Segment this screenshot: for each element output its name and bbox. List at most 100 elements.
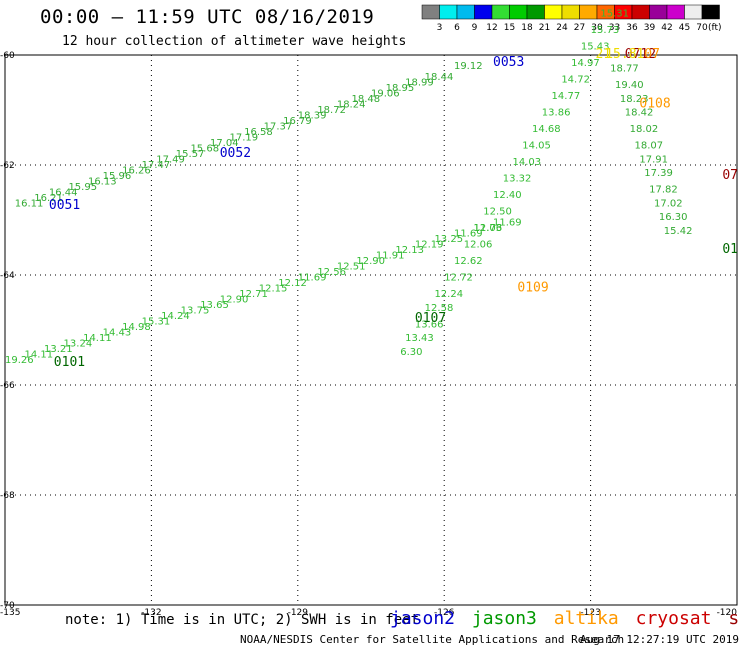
y-tick-label: -70 [0, 601, 15, 611]
legend-altika: altika [553, 608, 619, 629]
data-point-label: 18.44 [425, 72, 454, 83]
colorbar-label: 12 [486, 23, 497, 33]
data-point-label: 14.11 [83, 333, 112, 344]
colorbar-swatch [579, 4, 598, 20]
data-point-label: 16.21 [34, 193, 63, 204]
data-point-label: 13.21 [44, 344, 73, 355]
data-point-label: 14.68 [532, 124, 561, 135]
data-point-label: 12.56 [317, 267, 346, 278]
data-point-label: 13.25 [434, 234, 463, 245]
data-point-label: 18.24 [337, 99, 366, 110]
colorbar-swatch [684, 4, 703, 20]
data-point-label: 15.57 [176, 149, 205, 160]
y-tick-label: -62 [0, 161, 15, 171]
page-subtitle: 12 hour collection of altimeter wave hei… [62, 34, 407, 49]
pass-time-label: 07 [644, 47, 660, 62]
data-point-label: 12.24 [434, 289, 463, 300]
footer-note: note: 1) Time is in UTC; 2) SWH is in fe… [65, 612, 420, 628]
pass-time-label: 0052 [220, 146, 251, 161]
data-point-label: 17.47 [142, 160, 171, 171]
data-point-label: 14.05 [522, 141, 551, 152]
data-point-label: 13.66 [415, 319, 444, 330]
data-point-label: 13.65 [200, 300, 229, 311]
colorbar-label: 15 [504, 23, 515, 33]
data-point-label: 14.97 [571, 58, 600, 69]
footer-timestamp: Aug 17 12:27:19 UTC 2019 [580, 633, 739, 646]
colorbar-swatch [421, 4, 440, 20]
data-point-label: 17.39 [644, 168, 673, 179]
colorbar: 3 6 9 12 15 18 21 24 27 30 33 36 39 42 45 70 (ft) [421, 4, 722, 33]
data-point-label: 11.69 [454, 229, 483, 240]
data-point-label: 13.86 [542, 108, 571, 119]
data-point-label: 18.77 [610, 64, 639, 75]
pass-time-label: 0101 [54, 355, 85, 370]
pass-time-label: 0053 [493, 55, 524, 70]
data-point-label: 11.69 [298, 273, 327, 284]
data-point-label: 12.51 [337, 262, 366, 273]
data-point-label: 12.19 [415, 240, 444, 251]
x-tick-label: -129 [288, 608, 309, 618]
colorbar-label: 18 [521, 23, 533, 33]
data-point-label: 12.40 [493, 190, 522, 201]
data-point-label: 12.12 [278, 278, 307, 289]
data-point-label: 12.90 [220, 295, 249, 306]
data-point-label: 18.99 [405, 77, 434, 88]
data-point-label: 19.40 [615, 80, 644, 91]
data-point-label: 12.15 [259, 284, 288, 295]
pass-time-label: 07 [722, 168, 738, 183]
pass-time-label: 01 [722, 242, 738, 257]
data-point-label: 18.42 [625, 108, 654, 119]
data-point-label: 14.98 [122, 322, 151, 333]
data-point-label: 13.24 [64, 339, 93, 350]
axis-ticks: -135 -132 -129 -126 -123 -120 -60 -62 -64 -66 -68 -… [0, 51, 737, 618]
data-point-label: 19.12 [454, 61, 483, 72]
data-point-label: 18.72 [317, 105, 346, 116]
colorbar-swatch [631, 4, 650, 20]
colorbar-swatch [526, 4, 545, 20]
data-point-label: 15.68 [190, 143, 219, 154]
data-point-label: 16.26 [122, 165, 151, 176]
data-point-label: 14.43 [103, 328, 132, 339]
plot-frame [4, 54, 738, 606]
pass-time-label: 0712 [625, 47, 656, 62]
data-point-label: 14.24 [161, 311, 190, 322]
colorbar-label: 36 [626, 23, 638, 33]
x-tick-label: -132 [141, 608, 161, 618]
data-point-label: 17.37 [264, 121, 293, 132]
data-point-label: 16.79 [283, 116, 312, 127]
data-point-label: 15.95 [68, 182, 97, 193]
data-point-label: 12.13 [395, 245, 424, 256]
data-point-label: 12.72 [444, 273, 473, 284]
data-point-label: 18.95 [386, 83, 415, 94]
data-point-label: 15.96 [103, 171, 132, 182]
x-tick-label: -123 [580, 608, 600, 618]
x-tick-label: -126 [434, 608, 455, 618]
data-point-label: 18.02 [630, 124, 659, 135]
data-point-label: 14.11 [25, 350, 54, 361]
y-tick-label: -60 [0, 51, 15, 61]
footer-credit: NOAA/NESDIS Center for Satellite Applica… [240, 633, 625, 646]
legend-cryosat: cryosat [635, 608, 712, 629]
data-point-label: 15.43 [581, 42, 610, 53]
data-point-label: 18.23 [620, 94, 649, 105]
data-point-label: 14.03 [513, 157, 542, 168]
data-point-label: 15.75 [610, 0, 639, 3]
data-point-label: 11.76 [473, 223, 502, 234]
data-point-label: 17.19 [229, 132, 258, 143]
data-point-label: 12.06 [464, 240, 493, 251]
colorbar-label: 21 [539, 23, 550, 33]
data-point-label: 16.30 [659, 212, 688, 223]
data-point-label: 19.26 [5, 355, 34, 366]
data-point-label: 11.91 [376, 251, 405, 262]
pass-time-label: 0109 [517, 281, 548, 296]
data-point-label: 6.30 [400, 347, 422, 358]
pass-time-label: 15.81 [605, 47, 644, 62]
data-point-label: 12.58 [425, 303, 454, 314]
data-point-label: 16.13 [88, 176, 117, 187]
colorbar-swatch [649, 4, 668, 20]
colorbar-swatch [491, 4, 510, 20]
x-tick-label: -120 [717, 608, 738, 618]
data-point-label: 14.77 [552, 91, 581, 102]
colorbar-swatch [474, 4, 493, 20]
data-point-label: 13.43 [405, 333, 434, 344]
